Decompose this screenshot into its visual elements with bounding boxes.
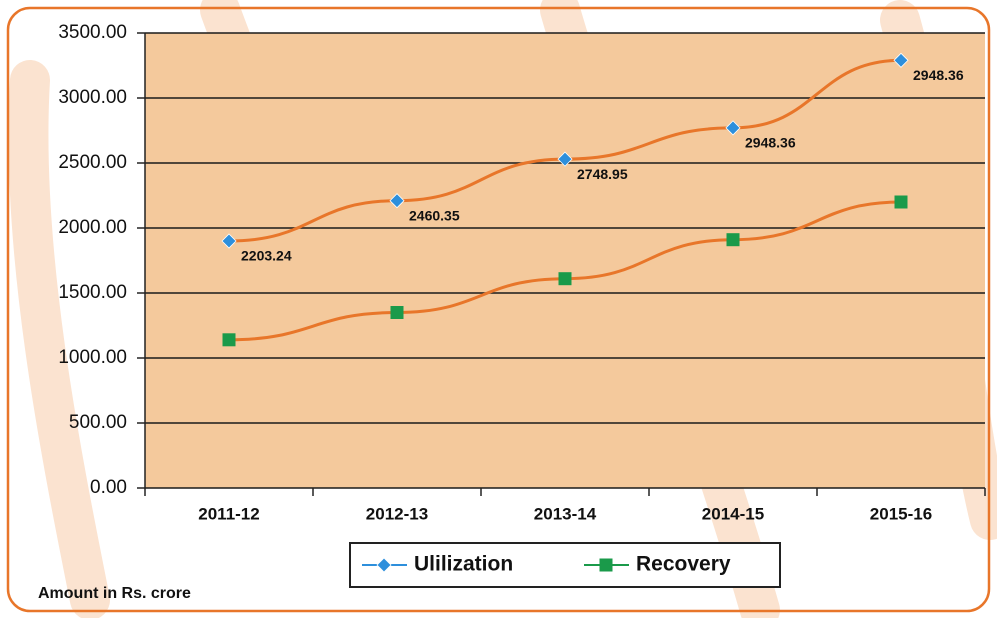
diamond-marker [376, 557, 392, 573]
y-tick-label: 3000.00 [58, 87, 127, 108]
diamond-marker [557, 151, 573, 167]
footnote: Amount in Rs. crore [38, 585, 191, 602]
x-tick-label: 2013-14 [534, 504, 597, 523]
x-tick-label: 2015-16 [870, 504, 932, 523]
y-tick-label: 1000.00 [58, 347, 127, 368]
annotation: 2948.36 [745, 135, 796, 151]
outer-frame [6, 6, 991, 613]
legend-label: Ulilization [414, 553, 513, 576]
diamond-marker [221, 233, 237, 249]
annotation: 2203.24 [241, 248, 292, 264]
y-tick-label: 500.00 [69, 412, 127, 433]
diamond-marker [389, 193, 405, 209]
y-tick-label: 3500.00 [58, 22, 127, 43]
legend-label: Recovery [636, 553, 731, 576]
x-tick-label: 2014-15 [702, 504, 764, 523]
diamond-marker [893, 52, 909, 68]
annotation: 2748.95 [577, 166, 628, 182]
annotation: 2948.36 [913, 67, 964, 83]
y-tick-label: 0.00 [90, 477, 127, 498]
plot-area [145, 33, 985, 488]
x-tick-label: 2011-12 [198, 504, 259, 523]
y-tick-label: 1500.00 [58, 282, 127, 303]
square-marker [390, 306, 404, 319]
diamond-marker [725, 120, 741, 136]
annotation: 2460.35 [409, 207, 460, 223]
square-marker [558, 272, 572, 286]
square-marker [599, 558, 613, 572]
legend: Ulilization Recovery [349, 542, 781, 588]
y-tick-label: 2000.00 [58, 217, 127, 238]
x-tick-label: 2012-13 [366, 504, 428, 523]
legend-box [349, 542, 781, 588]
square-marker [894, 195, 908, 209]
square-marker [222, 333, 236, 347]
square-marker [726, 233, 740, 247]
y-tick-label: 2500.00 [58, 152, 127, 173]
